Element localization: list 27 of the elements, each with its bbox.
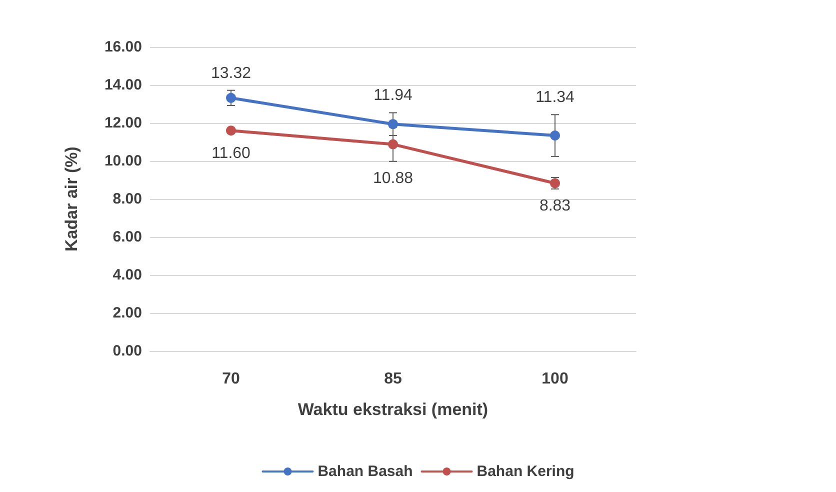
y-tick-label: 0.00 (112, 342, 142, 360)
y-tick-label: 6.00 (112, 228, 142, 246)
legend-label: Bahan Kering (476, 463, 574, 480)
y-tick-label: 4.00 (112, 266, 142, 284)
y-tick-label: 14.00 (104, 76, 142, 94)
x-axis-title: Waktu ekstraksi (menit) (298, 400, 488, 419)
data-label: 11.94 (374, 87, 413, 104)
y-tick-label: 2.00 (112, 304, 142, 322)
data-label: 11.60 (212, 145, 251, 162)
data-label: 13.32 (210, 64, 252, 82)
y-tick-label: 10.00 (104, 152, 142, 170)
y-tick-label: 12.00 (104, 114, 142, 132)
data-label: 10.88 (372, 170, 414, 187)
x-tick-label: 85 (384, 370, 402, 388)
x-tick-label: 70 (222, 370, 240, 388)
point (388, 119, 398, 130)
point (550, 130, 560, 141)
data-label: 11.34 (536, 89, 575, 106)
y-tick-label: 16.00 (104, 38, 142, 56)
point (226, 92, 236, 103)
y-axis-title: Kadar air (%) (62, 146, 81, 252)
y-tick-label: 8.00 (112, 190, 142, 208)
point (388, 139, 398, 150)
data-label: 8.83 (539, 198, 571, 215)
point (226, 126, 236, 136)
legend-label: Bahan Basah (318, 463, 413, 480)
x-tick-label: 100 (542, 370, 568, 388)
